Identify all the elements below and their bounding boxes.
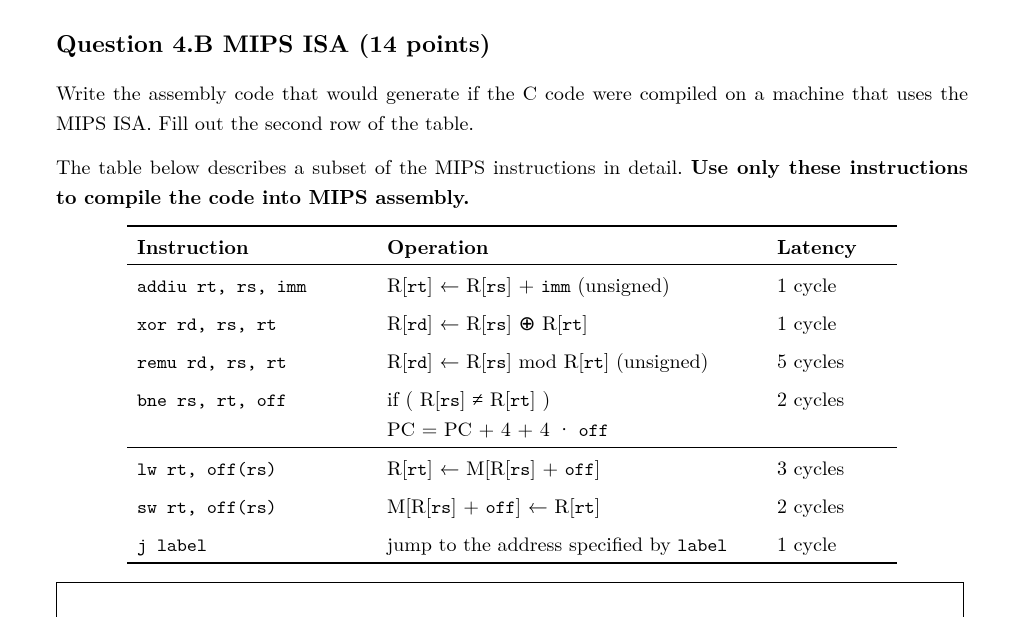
instr-mnemonic: j label xyxy=(137,533,207,558)
answer-box-top xyxy=(56,582,964,617)
title-prefix: Question 4.B MIPS ISA ( xyxy=(56,26,369,60)
operation-cell: if ( R[rs] ≠ R[rt] ) PC = PC + 4 + 4 · o… xyxy=(377,379,767,448)
table-row: j label jump to the address specified by… xyxy=(127,524,897,563)
operation-cell: R[rt] ← M[R[rs] + off] xyxy=(377,448,767,487)
instruction-table: Instruction Operation Latency addiu rt, … xyxy=(127,225,897,564)
latency-cell: 5 cycles xyxy=(767,341,897,379)
header-instruction: Instruction xyxy=(127,226,377,265)
instr-mnemonic: addiu rt, rs, imm xyxy=(137,274,307,299)
table-row: bne rs, rt, off if ( R[rs] ≠ R[rt] ) PC … xyxy=(127,379,897,448)
latency-cell: 1 cycle xyxy=(767,303,897,341)
para2-plain: The table below describes a subset of th… xyxy=(56,151,691,180)
document-page: Question 4.B MIPS ISA (14 points) Write … xyxy=(0,0,1024,617)
latency-cell: 1 cycle xyxy=(767,265,897,304)
table-header-row: Instruction Operation Latency xyxy=(127,226,897,265)
latency-cell: 3 cycles xyxy=(767,448,897,487)
table-row: xor rd, rs, rt R[rd] ← R[rs] ⊕ R[rt] 1 c… xyxy=(127,303,897,341)
paragraph-1: Write the assembly code that would gener… xyxy=(56,77,968,137)
instr-mnemonic: lw rt, off(rs) xyxy=(137,457,277,482)
operation-cell: R[rt] ← R[rs] + imm (unsigned) xyxy=(377,265,767,304)
operation-cell: R[rd] ← R[rs] mod R[rt] (unsigned) xyxy=(377,341,767,379)
latency-cell: 2 cycles xyxy=(767,379,897,448)
paragraph-2: The table below describes a subset of th… xyxy=(56,151,968,211)
operation-cell: M[R[rs] + off] ← R[rt] xyxy=(377,486,767,524)
instr-mnemonic: bne rs, rt, off xyxy=(137,388,287,413)
table-row: lw rt, off(rs) R[rt] ← M[R[rs] + off] 3 … xyxy=(127,448,897,487)
latency-cell: 1 cycle xyxy=(767,524,897,563)
operation-cell: R[rd] ← R[rs] ⊕ R[rt] xyxy=(377,303,767,341)
question-title: Question 4.B MIPS ISA (14 points) xyxy=(56,28,968,59)
title-points: 14 points xyxy=(369,26,480,60)
instr-mnemonic: remu rd, rs, rt xyxy=(137,350,287,375)
table-row: remu rd, rs, rt R[rd] ← R[rs] mod R[rt] … xyxy=(127,341,897,379)
title-suffix: ) xyxy=(480,26,491,60)
instr-mnemonic: sw rt, off(rs) xyxy=(137,495,277,520)
header-latency: Latency xyxy=(767,226,897,265)
operation-cell: jump to the address specified by label xyxy=(377,524,767,563)
table-row: sw rt, off(rs) M[R[rs] + off] ← R[rt] 2 … xyxy=(127,486,897,524)
table-row: addiu rt, rs, imm R[rt] ← R[rs] + imm (u… xyxy=(127,265,897,304)
instr-mnemonic: xor rd, rs, rt xyxy=(137,312,277,337)
header-operation: Operation xyxy=(377,226,767,265)
latency-cell: 2 cycles xyxy=(767,486,897,524)
